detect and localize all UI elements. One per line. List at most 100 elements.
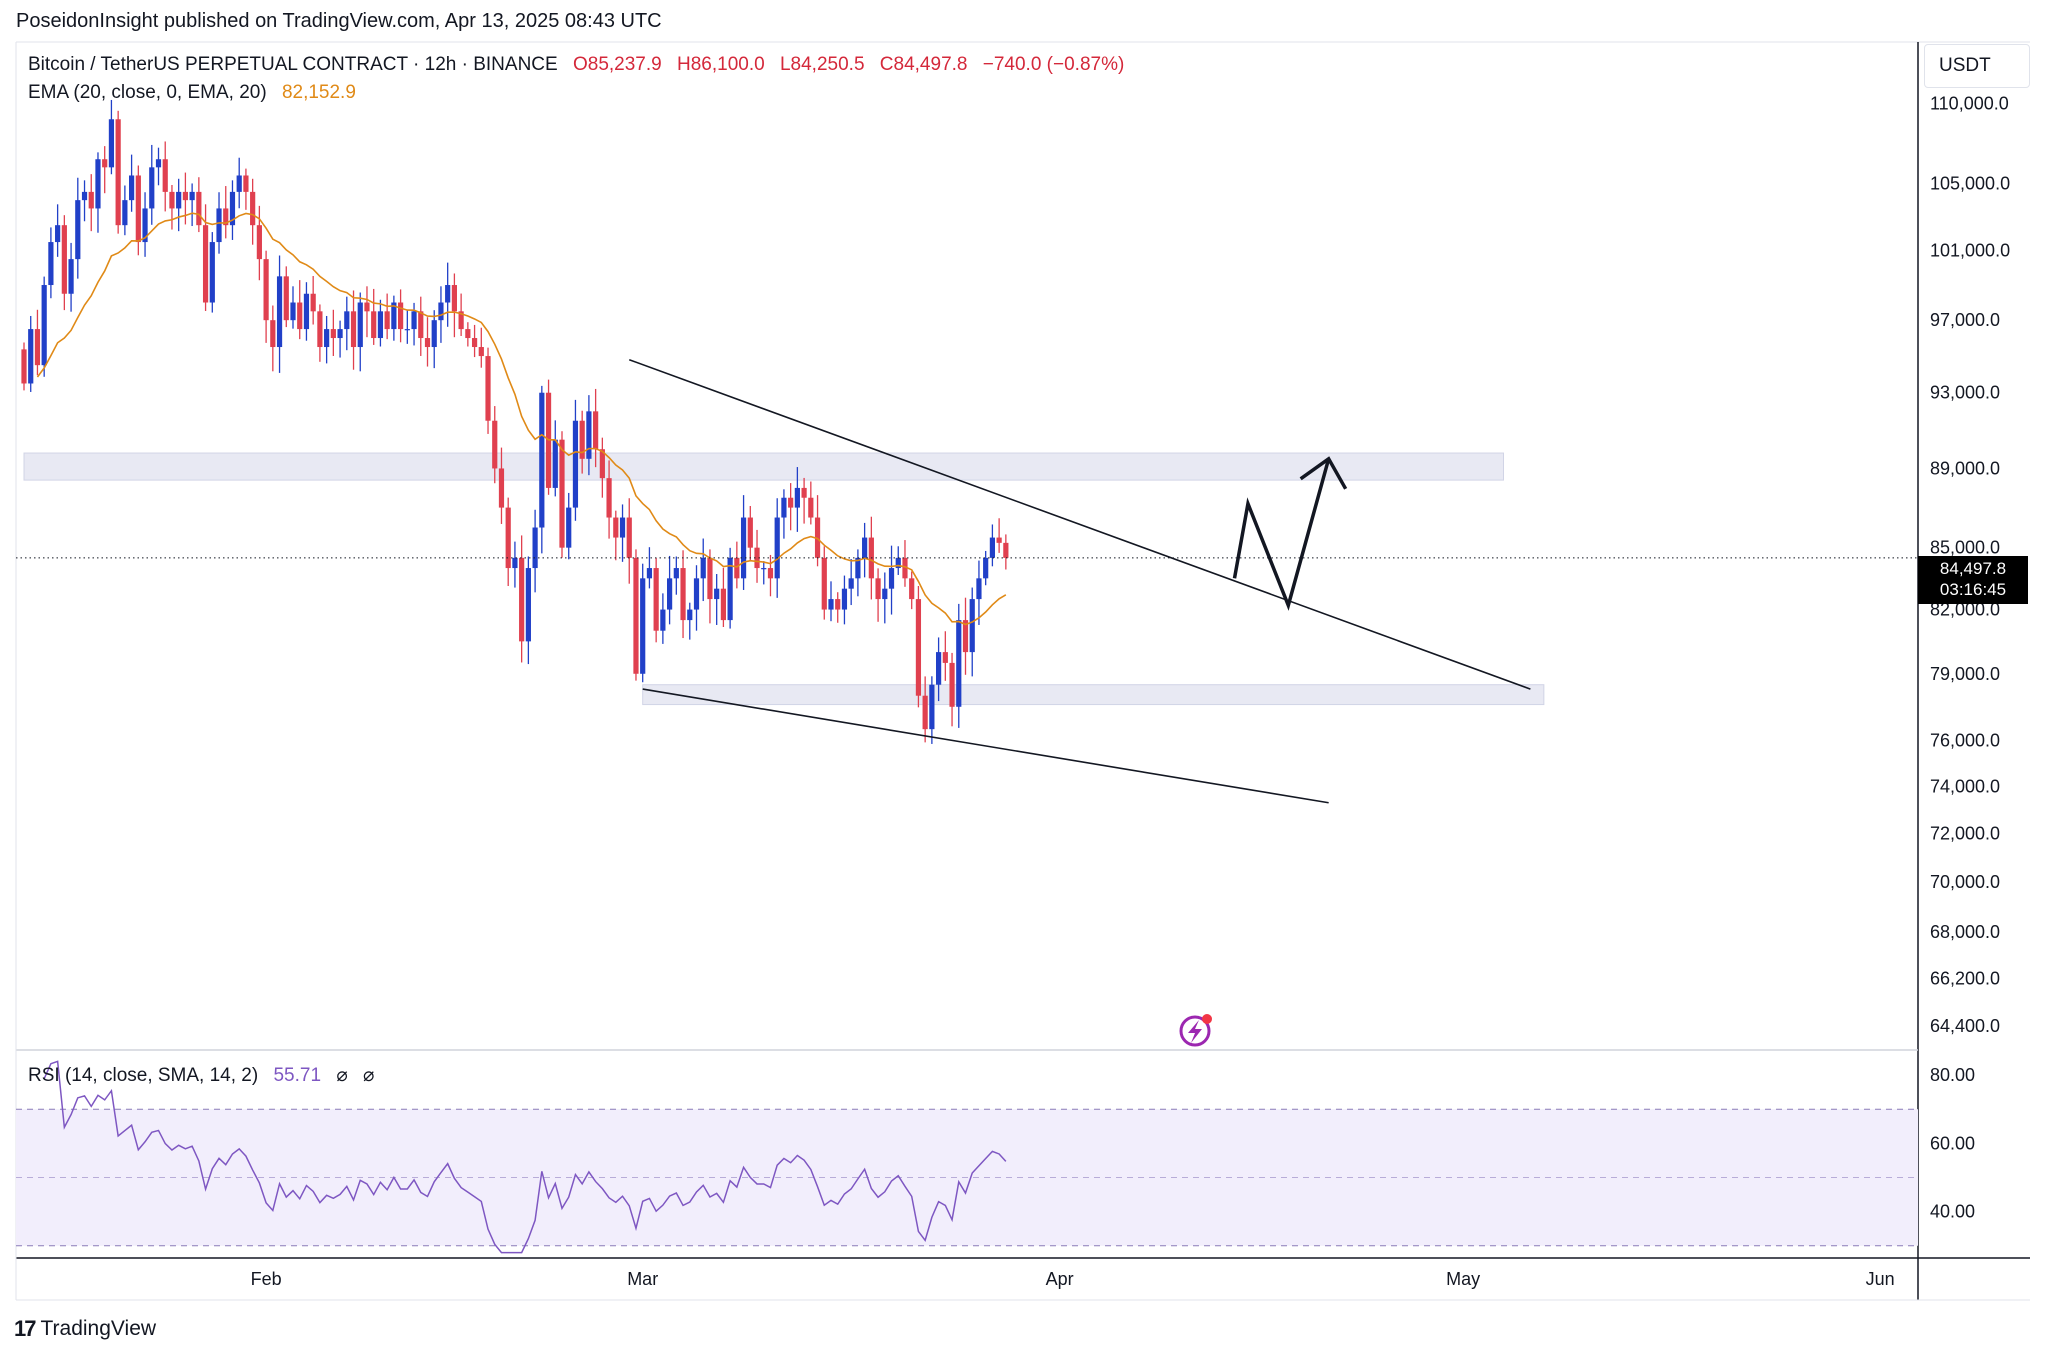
candle	[942, 631, 948, 681]
candle	[176, 178, 182, 232]
candle	[559, 431, 565, 558]
price-tick-label: 89,000.0	[1930, 458, 2000, 478]
candle	[888, 545, 895, 615]
candle	[593, 388, 599, 468]
ohlc-open: O85,237.9	[572, 54, 662, 75]
tradingview-logo[interactable]: 17 TradingView	[14, 1316, 156, 1342]
candle	[377, 299, 384, 347]
chart-frame	[15, 41, 2030, 1301]
candle	[310, 275, 316, 325]
candle	[88, 174, 94, 232]
candle	[929, 676, 935, 744]
candle	[155, 147, 162, 186]
rsi-value: 55.71	[273, 1065, 322, 1086]
candle	[519, 535, 525, 663]
candle	[599, 437, 605, 498]
candle	[512, 541, 518, 588]
ohlc-close: C84,497.8	[879, 54, 968, 75]
candle	[270, 305, 276, 372]
time-tick-label: Jun	[1866, 1269, 1895, 1289]
candle	[424, 317, 431, 367]
ema-value: 82,152.9	[281, 82, 356, 103]
candle	[821, 546, 827, 620]
candle	[606, 460, 612, 539]
candle	[324, 315, 330, 364]
candle	[48, 227, 54, 299]
candlestick-series	[21, 99, 1009, 744]
candle	[337, 320, 343, 358]
price-tick-label: 64,400.0	[1930, 1016, 2000, 1036]
rsi-tick-label: 60.00	[1930, 1133, 1975, 1153]
candle	[720, 567, 726, 628]
candle	[451, 273, 457, 338]
rsi-na-1: ⌀	[336, 1065, 348, 1086]
support-resistance-zones	[23, 452, 1545, 706]
candle	[902, 540, 908, 587]
candle	[539, 385, 545, 554]
candle	[714, 574, 720, 625]
candle	[364, 286, 370, 338]
candle	[149, 144, 155, 225]
candle	[122, 185, 128, 236]
candle	[909, 571, 915, 610]
candle	[579, 410, 585, 474]
price-tick-label: 82,000.0	[1930, 600, 2000, 620]
candle	[81, 180, 88, 222]
candle	[633, 549, 639, 681]
candle	[962, 597, 969, 675]
ohlc-high: H86,100.0	[677, 54, 765, 75]
candle	[996, 518, 1002, 553]
candle	[781, 489, 787, 539]
projection-path	[1232, 458, 1331, 611]
candle	[626, 498, 632, 584]
candle	[471, 324, 478, 358]
candle	[162, 141, 168, 212]
price-tick-label: 110,000.0	[1930, 94, 2009, 114]
rsi-legend: RSI (14, close, SMA, 14, 2) 55.71 ⌀ ⌀	[28, 1064, 375, 1087]
candle	[646, 547, 653, 589]
candle	[209, 232, 215, 313]
bar-countdown: 03:16:45	[1939, 580, 2007, 599]
tradingview-mark-icon: 17	[14, 1316, 37, 1341]
candle	[862, 522, 868, 578]
lightning-icon[interactable]	[1179, 1014, 1212, 1047]
candle	[841, 575, 848, 625]
candle	[223, 186, 229, 239]
candle	[498, 447, 505, 524]
candle	[492, 406, 498, 484]
candle	[411, 302, 417, 346]
candle	[572, 399, 579, 521]
currency-selector[interactable]: USDT	[1924, 44, 2030, 88]
candle	[667, 555, 673, 625]
candle	[794, 467, 800, 532]
candle	[236, 157, 242, 209]
candle	[297, 280, 303, 340]
candle	[875, 568, 881, 622]
candle	[68, 242, 74, 312]
candle	[95, 152, 101, 233]
candle	[566, 492, 572, 560]
ohlc-low: L84,250.5	[779, 54, 865, 75]
last-price: 84,497.8	[1939, 559, 2007, 578]
candle	[290, 286, 296, 329]
price-zone-0	[23, 452, 1504, 481]
candle	[115, 110, 121, 234]
price-tick-label: 70,000.0	[1930, 872, 2000, 892]
symbol-title: Bitcoin / TetherUS PERPETUAL CONTRACT · …	[28, 54, 558, 75]
candle	[41, 276, 47, 377]
candle	[552, 420, 558, 497]
candle	[754, 529, 760, 583]
candle	[344, 296, 350, 351]
candle	[835, 592, 841, 623]
candle	[976, 560, 982, 625]
candle	[814, 495, 821, 567]
candle	[801, 477, 807, 524]
candle	[263, 250, 269, 343]
candle	[418, 296, 424, 356]
ema-label: EMA (20, close, 0, EMA, 20)	[28, 82, 267, 103]
candle	[936, 637, 942, 702]
trendline-0	[628, 358, 1531, 690]
candle	[586, 395, 592, 476]
rsi-na-2: ⌀	[363, 1065, 375, 1086]
